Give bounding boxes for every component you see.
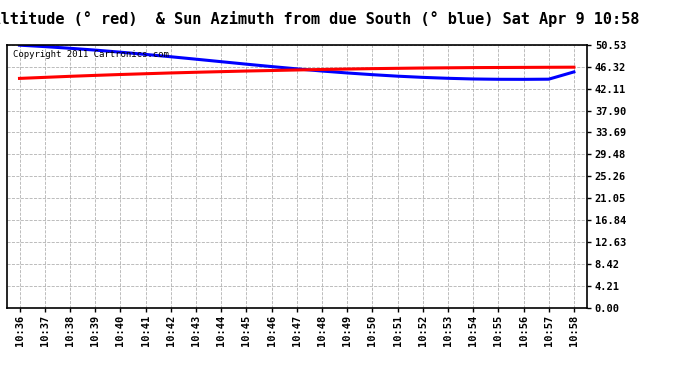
Text: Copyright 2011 Cartronics.com: Copyright 2011 Cartronics.com [12,50,168,59]
Text: Sun Altitude (° red)  & Sun Azimuth from due South (° blue) Sat Apr 9 10:58: Sun Altitude (° red) & Sun Azimuth from … [0,11,639,27]
